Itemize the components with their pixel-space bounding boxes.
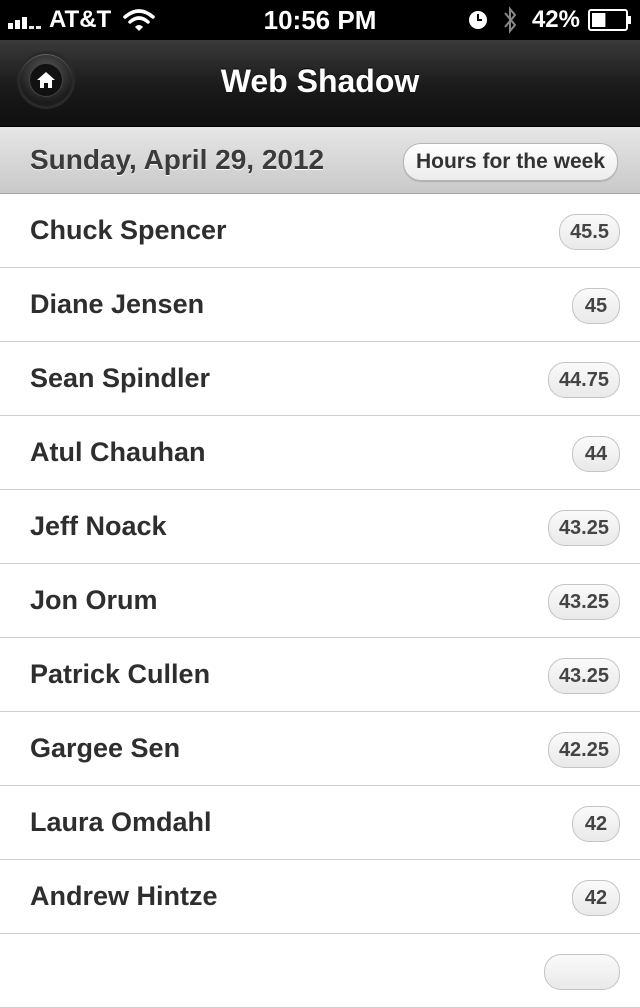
hours-badge: 42 <box>572 880 620 916</box>
hours-for-week-button[interactable]: Hours for the week <box>402 143 618 181</box>
battery-percent: 42% <box>531 6 580 33</box>
list-item[interactable]: Diane Jensen 45 <box>0 268 640 342</box>
list-item[interactable]: Andrew Hintze 42 <box>0 860 640 934</box>
list-item[interactable]: Patrick Cullen 43.25 <box>0 638 640 712</box>
clock-icon <box>468 11 487 29</box>
list-item[interactable]: Chuck Spencer 45.5 <box>0 194 640 268</box>
hours-badge: 45.5 <box>559 214 620 250</box>
employee-name: Atul Chauhan <box>30 437 206 467</box>
date-label: Sunday, April 29, 2012 <box>30 144 325 175</box>
hours-badge: 45 <box>572 288 620 324</box>
wifi-icon <box>123 9 155 31</box>
hours-badge: 43.25 <box>547 658 620 694</box>
page-title: Web Shadow <box>220 63 420 99</box>
home-button-inner <box>29 63 63 97</box>
battery-icon <box>588 9 631 31</box>
list-item[interactable]: Jon Orum 43.25 <box>0 564 640 638</box>
employee-name: Diane Jensen <box>30 289 205 319</box>
home-icon <box>37 72 55 88</box>
employee-name: Laura Omdahl <box>30 807 212 837</box>
hours-badge: 44 <box>572 436 620 472</box>
carrier-name: AT&T <box>49 6 112 33</box>
status-right: 42% <box>468 0 632 40</box>
signal-icon <box>8 11 43 29</box>
employee-name: Andrew Hintze <box>30 881 218 911</box>
employee-name: Sean Spindler <box>30 363 211 393</box>
home-button[interactable] <box>20 54 72 106</box>
status-bar: AT&T 10:56 PM 42% <box>0 0 640 40</box>
employee-name: Gargee Sen <box>30 733 181 763</box>
status-time: 10:56 PM <box>263 5 377 35</box>
hours-badge: 42.25 <box>547 732 620 768</box>
employee-name: Patrick Cullen <box>30 659 211 689</box>
list-item[interactable]: Jeff Noack 43.25 <box>0 490 640 564</box>
list-item[interactable] <box>0 934 640 1008</box>
hours-badge: 43.25 <box>547 584 620 620</box>
list-item[interactable]: Gargee Sen 42.25 <box>0 712 640 786</box>
hours-badge: 43.25 <box>547 510 620 546</box>
hours-badge: 44.75 <box>547 362 620 398</box>
list-item[interactable]: Sean Spindler 44.75 <box>0 342 640 416</box>
list-item[interactable]: Laura Omdahl 42 <box>0 786 640 860</box>
list-item[interactable]: Atul Chauhan 44 <box>0 416 640 490</box>
employee-name: Jon Orum <box>30 585 158 615</box>
bluetooth-icon <box>504 6 517 34</box>
employee-list: Chuck Spencer 45.5 Diane Jensen 45 Sean … <box>0 194 640 1008</box>
hours-badge <box>544 954 620 990</box>
carrier-group: AT&T <box>8 0 155 40</box>
employee-name: Jeff Noack <box>30 511 167 541</box>
nav-bar: Web Shadow <box>0 40 640 127</box>
sub-header: Sunday, April 29, 2012 Hours for the wee… <box>0 127 640 194</box>
hours-badge: 42 <box>572 806 620 842</box>
employee-name: Chuck Spencer <box>30 215 227 245</box>
